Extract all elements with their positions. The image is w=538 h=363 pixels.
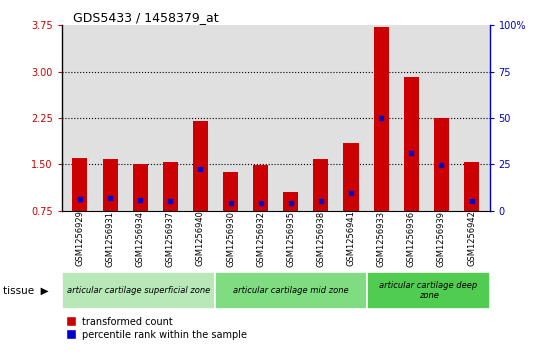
- Text: tissue  ▶: tissue ▶: [3, 285, 48, 295]
- Bar: [343, 143, 358, 211]
- Bar: [313, 159, 328, 211]
- Bar: [73, 158, 88, 211]
- Bar: [163, 162, 178, 211]
- Text: GSM1256940: GSM1256940: [196, 211, 205, 266]
- Text: GSM1256937: GSM1256937: [166, 211, 175, 267]
- Text: GSM1256938: GSM1256938: [316, 211, 325, 267]
- Bar: [283, 192, 298, 211]
- Text: GSM1256935: GSM1256935: [286, 211, 295, 266]
- Bar: [193, 121, 208, 211]
- Bar: [464, 162, 479, 211]
- Bar: [434, 118, 449, 211]
- Text: GSM1256941: GSM1256941: [346, 211, 356, 266]
- Bar: [404, 77, 419, 211]
- Text: GSM1256929: GSM1256929: [75, 211, 84, 266]
- Bar: [103, 159, 118, 211]
- Text: GDS5433 / 1458379_at: GDS5433 / 1458379_at: [73, 11, 218, 24]
- Bar: [223, 172, 238, 211]
- Text: GSM1256936: GSM1256936: [407, 211, 416, 267]
- Bar: [373, 27, 388, 211]
- Bar: [133, 164, 148, 211]
- Text: GSM1256939: GSM1256939: [437, 211, 446, 266]
- Text: articular cartilage mid zone: articular cartilage mid zone: [233, 286, 349, 295]
- Text: GSM1256930: GSM1256930: [226, 211, 235, 266]
- Text: GSM1256932: GSM1256932: [256, 211, 265, 266]
- Legend: transformed count, percentile rank within the sample: transformed count, percentile rank withi…: [67, 317, 247, 340]
- Text: GSM1256942: GSM1256942: [467, 211, 476, 266]
- Text: articular cartilage deep
zone: articular cartilage deep zone: [379, 281, 478, 300]
- Bar: [62, 272, 215, 309]
- Text: GSM1256933: GSM1256933: [377, 211, 386, 267]
- Text: GSM1256931: GSM1256931: [105, 211, 115, 266]
- Bar: [215, 272, 367, 309]
- Text: articular cartilage superficial zone: articular cartilage superficial zone: [67, 286, 210, 295]
- Text: GSM1256934: GSM1256934: [136, 211, 145, 266]
- Bar: [367, 272, 490, 309]
- Bar: [253, 166, 268, 211]
